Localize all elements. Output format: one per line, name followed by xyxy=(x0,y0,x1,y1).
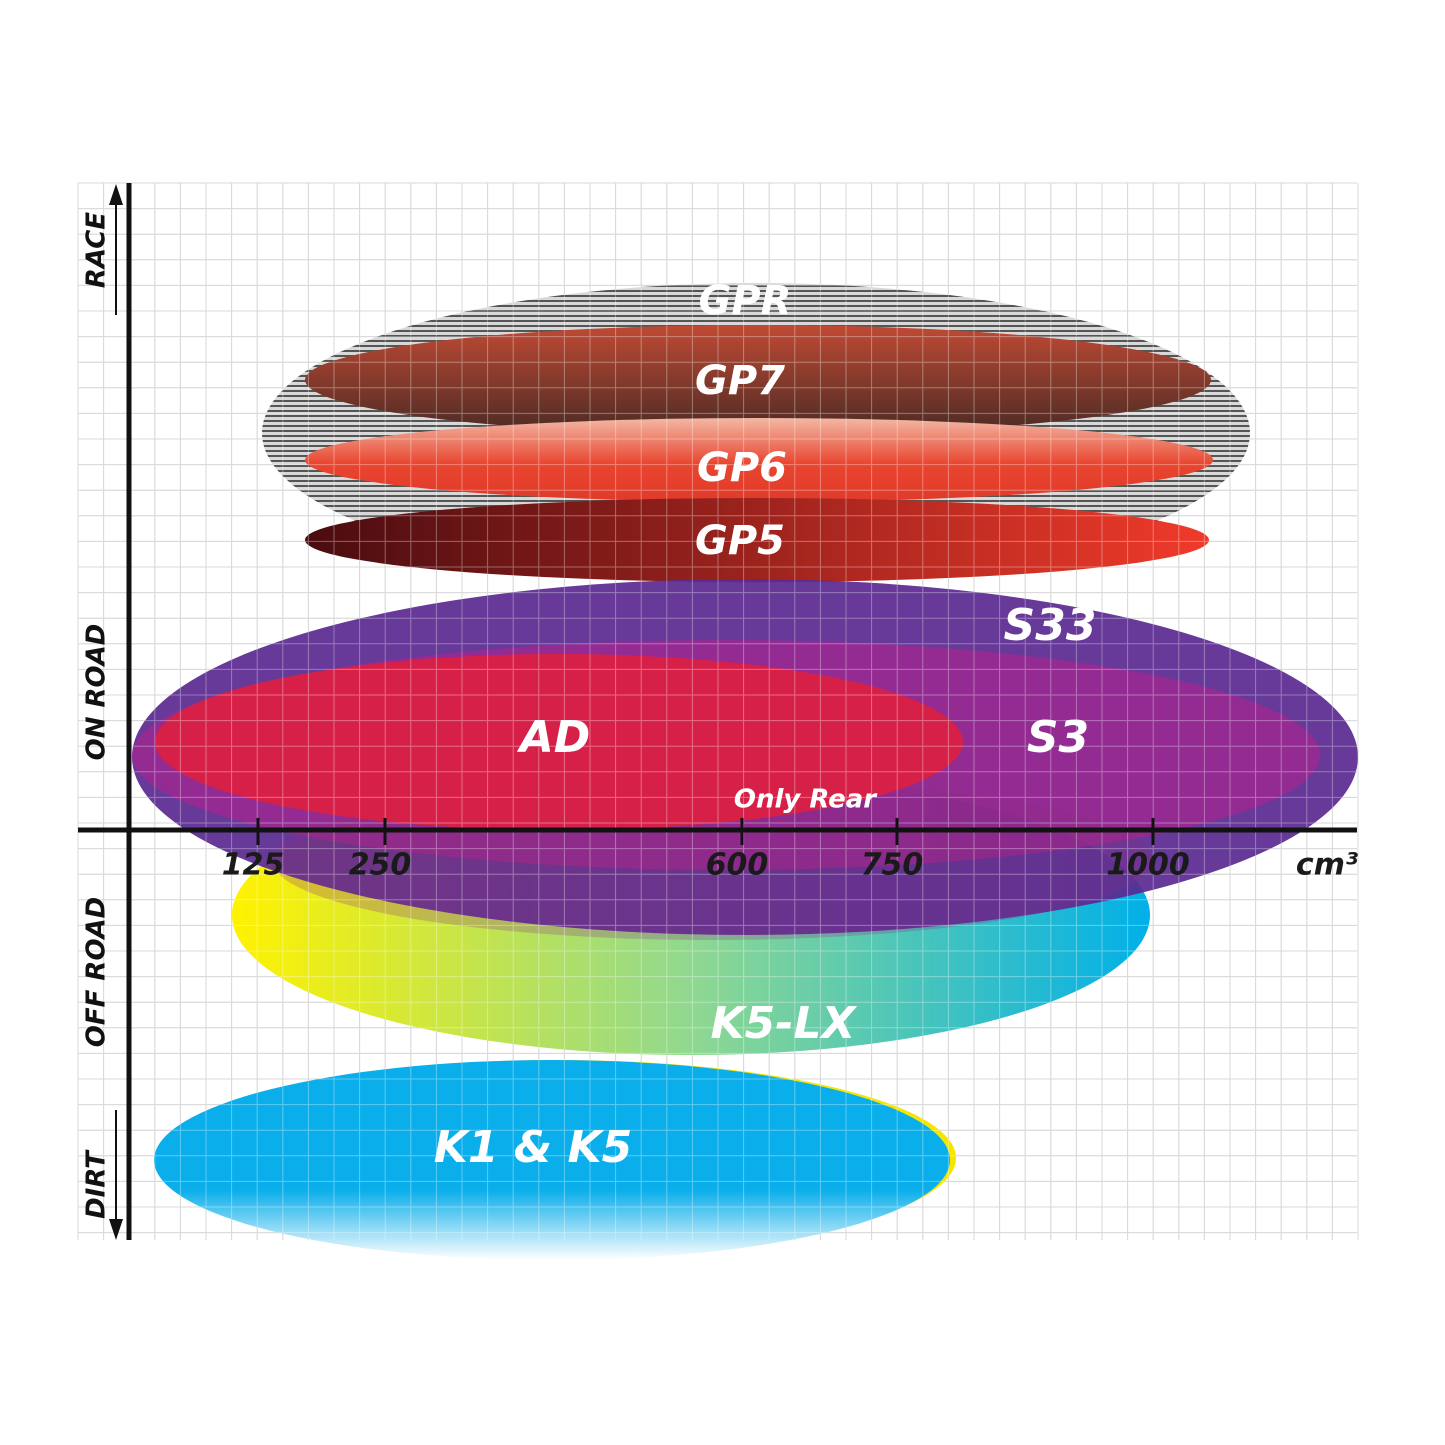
x-axis-unit: cm³ xyxy=(1296,848,1358,883)
ellipse-gp7 xyxy=(305,325,1211,435)
label-s33: S33 xyxy=(1004,600,1097,651)
label-gpr: GPR xyxy=(699,278,792,324)
ellipse-k1-k5 xyxy=(154,1060,950,1260)
ellipse-gp6 xyxy=(305,418,1213,502)
x-tick-label: 750 xyxy=(861,848,924,883)
label-gp6: GP6 xyxy=(697,445,787,491)
x-tick-label: 125 xyxy=(222,848,285,883)
tire-labels: GPR GP7 GP6 GP5 K5-LX S33 S3 Only Rear AD K1 & K5 xyxy=(434,278,1097,1173)
x-tick-label: 600 xyxy=(706,848,769,883)
label-s3: S3 xyxy=(1027,712,1089,763)
ellipse-gp5 xyxy=(305,498,1209,582)
y-category-label: ON ROAD xyxy=(82,624,112,761)
label-gp7: GP7 xyxy=(695,358,785,404)
down-arrow-icon xyxy=(109,1219,123,1240)
label-only-rear: Only Rear xyxy=(734,785,878,815)
ellipse-ad xyxy=(155,654,963,830)
up-arrow-icon xyxy=(109,184,123,205)
axes: 125 250 600 750 1000 cm³ RACE ON ROAD OFF ROAD DI… xyxy=(78,183,1358,1240)
label-k1-k5: K1 & K5 xyxy=(434,1122,632,1173)
x-tick-label: 1000 xyxy=(1106,848,1190,883)
label-gp5: GP5 xyxy=(695,518,785,564)
x-tick-label: 250 xyxy=(349,848,412,883)
grid-overlay xyxy=(77,182,1359,1240)
y-category-label: RACE xyxy=(82,212,112,288)
y-category-label: OFF ROAD xyxy=(82,897,112,1048)
tire-ellipses xyxy=(132,283,1358,1260)
y-category-label: DIRT xyxy=(82,1149,112,1219)
label-ad: AD xyxy=(517,712,591,763)
label-k5-lx: K5-LX xyxy=(711,998,858,1049)
